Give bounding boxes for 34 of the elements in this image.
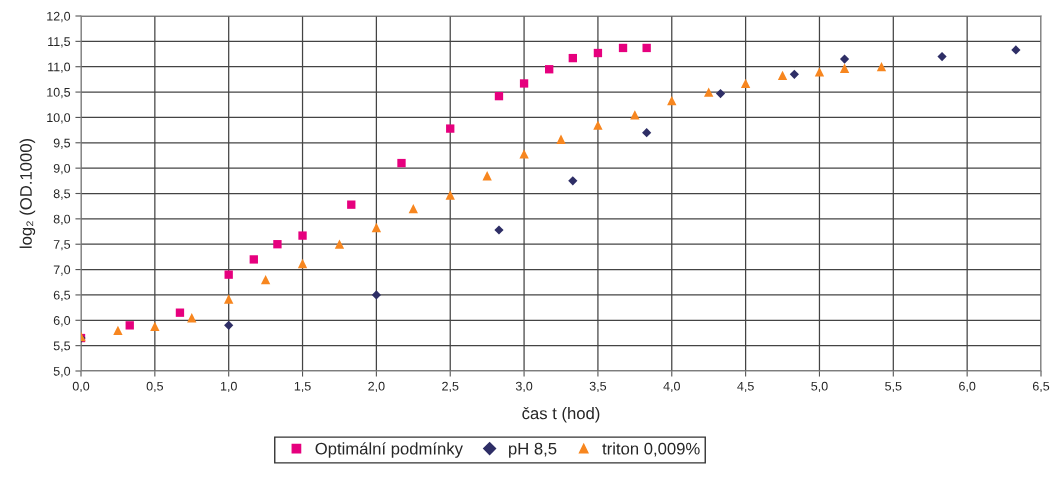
y-tick-label: 8,5 xyxy=(53,189,71,200)
y-tick-label: 7,0 xyxy=(53,265,71,276)
y-tick-label: 10,0 xyxy=(47,113,71,124)
legend-label: triton 0,009% xyxy=(602,442,700,457)
x-tick-label: 1,0 xyxy=(220,381,237,393)
x-tick-label: 3,0 xyxy=(515,381,533,393)
y-tick-label: 12,0 xyxy=(47,11,71,23)
y-tick-label: 5,5 xyxy=(53,341,71,352)
x-tick-label: 3,5 xyxy=(589,381,607,393)
x-tick-label: 6,5 xyxy=(1032,381,1050,393)
y-tick-label: 7,5 xyxy=(53,240,71,251)
y-tick-label: 11,0 xyxy=(48,62,71,73)
x-tick-label: 0,0 xyxy=(72,381,90,393)
y-tick-label: 6,5 xyxy=(53,290,71,302)
y-tick-label: 10,5 xyxy=(47,87,71,99)
x-tick-label: 0,5 xyxy=(146,381,164,393)
x-tick-label: 1,5 xyxy=(294,381,311,393)
y-tick-label: 5,0 xyxy=(53,366,71,378)
x-tick-label: 5,0 xyxy=(811,381,828,393)
y-tick-label: 8,0 xyxy=(53,214,71,225)
x-tick-label: 2,5 xyxy=(442,381,459,393)
x-tick-label: 4,5 xyxy=(737,381,754,393)
y-tick-label: 9,5 xyxy=(53,138,71,149)
y-tick-label: 6,0 xyxy=(53,316,71,327)
x-tick-label: 2,0 xyxy=(368,381,385,393)
legend-label: pH 8,5 xyxy=(509,442,557,458)
x-tick-label: 6,0 xyxy=(959,381,976,393)
y-axis-title: log₂ (OD.1000) xyxy=(19,138,36,248)
x-axis-title: čas t (hod) xyxy=(522,406,600,423)
y-tick-label: 9,0 xyxy=(53,163,71,175)
x-tick-label: 4,0 xyxy=(663,381,680,393)
legend-label: Optimální podmínky xyxy=(315,442,463,458)
x-tick-label: 5,5 xyxy=(885,381,902,393)
y-tick-label: 11,5 xyxy=(48,37,71,48)
